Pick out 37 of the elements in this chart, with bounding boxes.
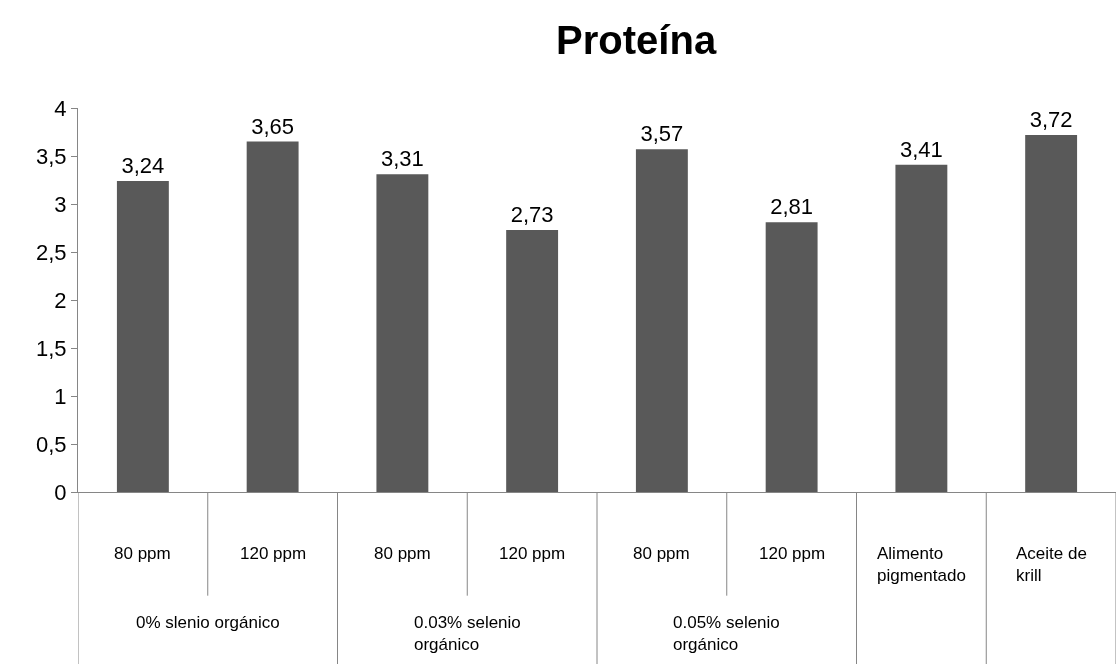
text: 0% slenio orgánico <box>136 613 280 632</box>
data-label: 3,41 <box>899 136 943 162</box>
data-label: 3,65 <box>251 113 295 139</box>
y-tick-label: 4 <box>54 95 67 121</box>
bar <box>895 164 948 492</box>
y-tick-label: 3,5 <box>36 143 67 169</box>
x-tick-label: 120 ppm <box>499 544 566 563</box>
bar <box>765 222 818 492</box>
y-tick-label: 0 <box>54 479 67 505</box>
bar <box>376 174 429 492</box>
x-tick-label: 80 ppm <box>114 544 171 563</box>
bar <box>116 180 169 492</box>
x-tick-label: 120 ppm <box>759 544 826 563</box>
y-tick-label: 3 <box>54 191 67 217</box>
y-tick-label: 0,5 <box>36 431 67 457</box>
x-tick-label: Alimento pigmentado <box>877 544 966 586</box>
data-label: 3,24 <box>121 152 165 178</box>
bar <box>1025 134 1078 492</box>
x-tick-label: 80 ppm <box>374 544 431 563</box>
chart-title: Proteína <box>556 17 717 62</box>
data-label: 3,57 <box>640 121 684 147</box>
x-tick-label: Aceite de krill <box>1016 544 1087 586</box>
data-label: 3,31 <box>380 146 424 172</box>
bar <box>635 149 688 492</box>
y-tick-label: 1 <box>54 383 67 409</box>
data-label: 2,73 <box>510 201 554 227</box>
data-label: 3,72 <box>1029 106 1073 132</box>
x-tick-label: 80 ppm <box>633 544 690 563</box>
bar <box>246 141 299 492</box>
y-tick-label: 1,5 <box>36 335 67 361</box>
y-tick-label: 2 <box>54 287 67 313</box>
text: 0.03% selenio orgánico <box>414 613 521 655</box>
x-tick-label: 120 ppm <box>240 544 307 563</box>
bar <box>506 229 559 492</box>
text: 0.05% selenio orgánico <box>673 613 780 655</box>
data-label: 2,81 <box>770 194 814 220</box>
y-tick-label: 2,5 <box>36 239 67 265</box>
